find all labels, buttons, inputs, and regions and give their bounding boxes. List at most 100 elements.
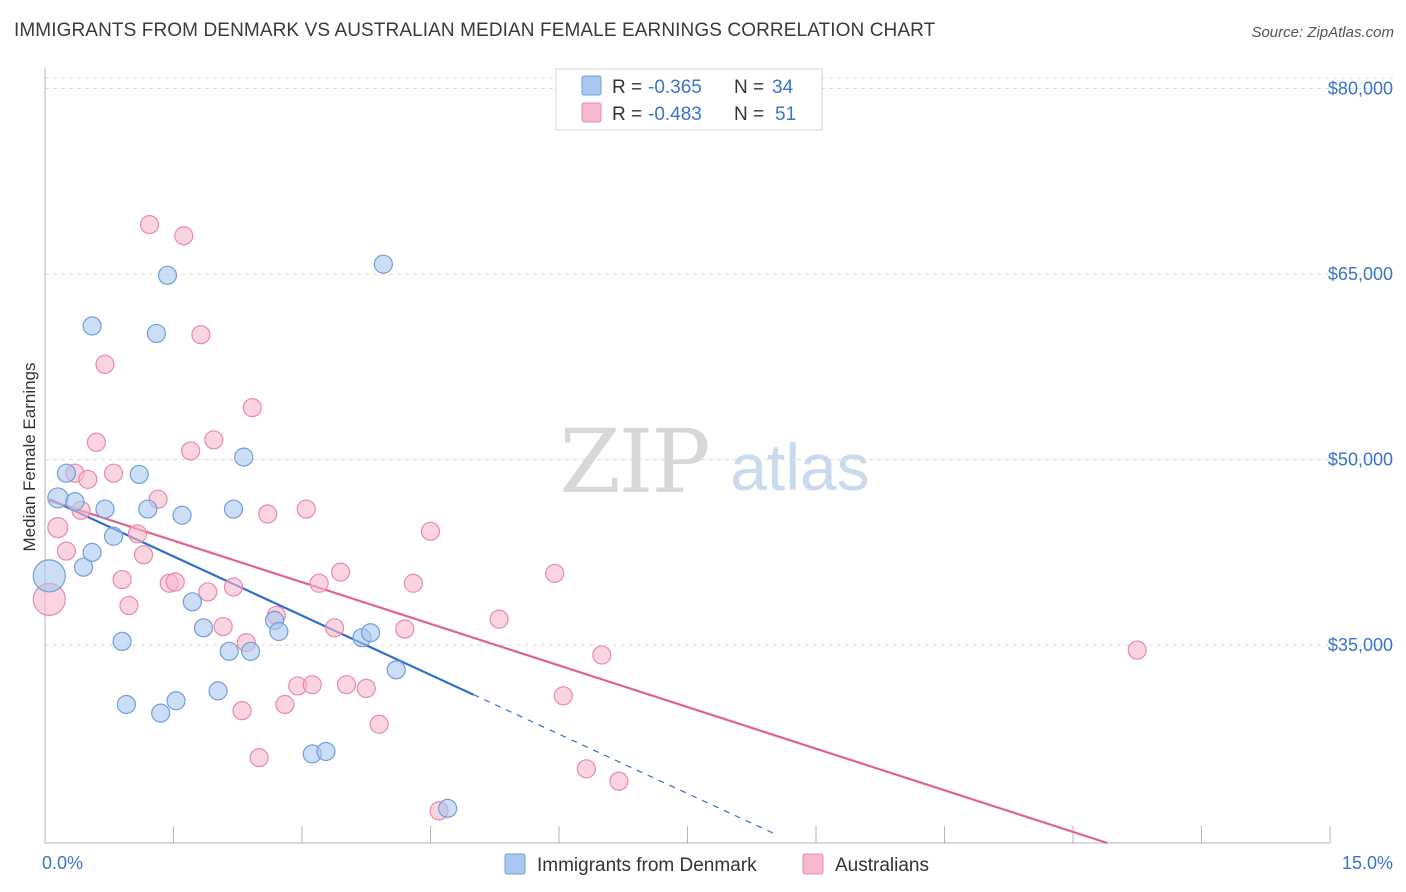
denmark-point — [360, 623, 381, 643]
australians-point — [609, 771, 629, 791]
grid-lines — [45, 77, 1393, 646]
australians-point — [204, 430, 224, 450]
denmark-point — [65, 492, 85, 512]
australians-point — [139, 215, 160, 235]
australians-point — [181, 441, 201, 461]
y-tick-label: $65,000 — [1328, 264, 1393, 284]
australians-point — [324, 618, 345, 638]
denmark-point — [157, 265, 178, 285]
denmark-point — [316, 741, 336, 762]
denmark-point — [223, 499, 244, 519]
denmark-point — [438, 798, 458, 818]
australians-point — [165, 572, 185, 592]
series-legend-label-australians: Australians — [835, 855, 929, 876]
australians-point — [356, 678, 376, 699]
australians-point — [296, 499, 316, 519]
legend-r-value-1: -0.365 — [648, 77, 702, 98]
australians-point — [545, 563, 565, 583]
australians-point — [403, 573, 423, 593]
australians-point — [249, 748, 269, 768]
legend-swatch-blue — [581, 75, 602, 96]
denmark-point — [138, 499, 158, 519]
australians-point — [133, 545, 154, 565]
series-legend: Immigrants from Denmark Australians — [504, 853, 929, 876]
legend-swatch-pink — [581, 102, 602, 123]
australians-point — [1127, 640, 1147, 660]
denmark-point — [241, 641, 261, 661]
denmark-point — [146, 323, 166, 344]
y-axis-label: Median Female Earnings — [20, 363, 39, 552]
australians-point — [112, 569, 132, 590]
source-label: Source: ZipAtlas.com — [1251, 24, 1394, 41]
denmark-point — [112, 631, 132, 652]
australians-point — [213, 616, 233, 637]
series-legend-swatch-denmark — [504, 853, 526, 875]
denmark-point — [129, 464, 149, 485]
denmark-point — [373, 254, 393, 274]
denmark-point — [193, 618, 214, 638]
denmark-point — [151, 703, 171, 723]
denmark-point — [166, 691, 186, 711]
legend-n-value-2: 51 — [775, 104, 796, 125]
denmark-point — [234, 447, 254, 467]
y-tick-label: $50,000 — [1328, 450, 1393, 470]
y-tick-label: $35,000 — [1328, 635, 1393, 655]
denmark-point — [82, 316, 102, 336]
denmark-point — [95, 499, 115, 519]
australians-point — [232, 701, 252, 721]
denmark-point — [208, 681, 228, 701]
denmark-point — [56, 463, 77, 483]
series-legend-label-denmark: Immigrants from Denmark — [537, 855, 757, 876]
chart-title: IMMIGRANTS FROM DENMARK VS AUSTRALIAN ME… — [14, 20, 936, 41]
australians-point — [191, 325, 211, 345]
trend-lines — [48, 498, 1108, 845]
australians-point — [330, 562, 351, 582]
series-legend-swatch-australians — [802, 853, 824, 875]
australians-point — [95, 354, 115, 374]
australians-point — [119, 595, 139, 616]
australians-point — [275, 694, 295, 715]
denmark-point — [386, 660, 406, 680]
legend-r-label-2: R = — [612, 104, 642, 125]
australians-point — [576, 759, 597, 779]
denmark-point — [32, 559, 66, 593]
australians-point — [309, 573, 329, 593]
australians-point — [47, 517, 69, 539]
denmark-point — [116, 694, 136, 715]
legend-n-label-2: N = — [734, 104, 764, 125]
watermark-zip: ZIP — [559, 410, 708, 513]
denmark-point — [182, 592, 202, 612]
y-tick-labels: $35,000 $50,000 $65,000 $80,000 — [1328, 79, 1393, 656]
australians-point — [78, 469, 98, 489]
x-tick-label-min: 0.0% — [42, 853, 83, 873]
australians-point — [489, 609, 509, 629]
denmark-point — [73, 557, 94, 577]
axes — [44, 68, 1331, 844]
legend-r-value-2: -0.483 — [648, 104, 702, 125]
legend-n-label-1: N = — [734, 77, 764, 98]
denmark-point — [219, 641, 239, 661]
australians-point — [127, 524, 148, 544]
australians-point — [223, 577, 244, 597]
watermark-atlas: atlas — [730, 430, 869, 504]
denmark-point — [103, 526, 124, 546]
legend-n-value-1: 34 — [772, 77, 794, 98]
australians-point — [336, 675, 357, 695]
australians-point — [592, 645, 612, 665]
australians-point — [86, 432, 107, 452]
australians-point — [258, 504, 278, 524]
australians-trend-line — [48, 499, 1108, 845]
denmark-trend-extension — [473, 694, 774, 834]
australians-point — [103, 463, 124, 483]
australians-point — [395, 619, 415, 639]
australians-point — [553, 686, 573, 706]
denmark-point — [47, 487, 69, 509]
denmark-point — [172, 505, 192, 525]
australians-point — [242, 398, 262, 418]
x-tick-label-max: 15.0% — [1342, 853, 1393, 873]
legend-r-label-1: R = — [612, 77, 642, 98]
australians-point — [369, 714, 389, 734]
denmark-point — [269, 621, 289, 642]
australians-point — [198, 582, 218, 602]
